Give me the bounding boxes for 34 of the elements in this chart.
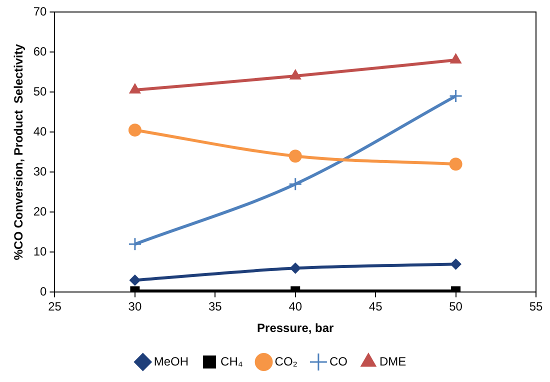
- point: [449, 158, 462, 171]
- y-tick-label: 10: [33, 244, 48, 258]
- legend-label: CO₂: [274, 354, 298, 368]
- point: [288, 177, 302, 191]
- legend-label: CH₄: [220, 354, 243, 368]
- x-axis-title: Pressure, bar: [257, 321, 334, 336]
- y-axis-title: %CO Conversion, Product Selectivity: [12, 44, 26, 260]
- point: [290, 262, 301, 274]
- y-tick-label: 20: [33, 204, 48, 218]
- x-tick-label: 50: [449, 300, 463, 314]
- x-tick-label: 35: [208, 300, 222, 314]
- y-tick-label: 70: [33, 4, 48, 18]
- legend-label: MeOH: [154, 354, 189, 368]
- x-tick-label: 45: [368, 300, 383, 314]
- x-tick-label: 40: [288, 300, 302, 314]
- point: [129, 274, 140, 286]
- x-tick-label: 25: [48, 300, 62, 314]
- point: [288, 150, 302, 163]
- x-tick-label: 30: [128, 300, 142, 314]
- x-tick-label: 55: [529, 300, 543, 314]
- y-tick-label: 50: [33, 84, 48, 98]
- point: [129, 84, 141, 94]
- legend-label: DME: [379, 354, 406, 368]
- point: [450, 258, 462, 270]
- legend-label: CO: [329, 354, 348, 368]
- y-tick-label: 0: [40, 284, 48, 299]
- y-tick-label: 60: [33, 44, 48, 58]
- point: [290, 70, 302, 80]
- y-tick-label: 40: [33, 124, 48, 138]
- point: [450, 54, 462, 64]
- point: [128, 124, 142, 137]
- point: [128, 237, 142, 251]
- y-tick-label: 30: [33, 164, 48, 178]
- point: [449, 89, 463, 103]
